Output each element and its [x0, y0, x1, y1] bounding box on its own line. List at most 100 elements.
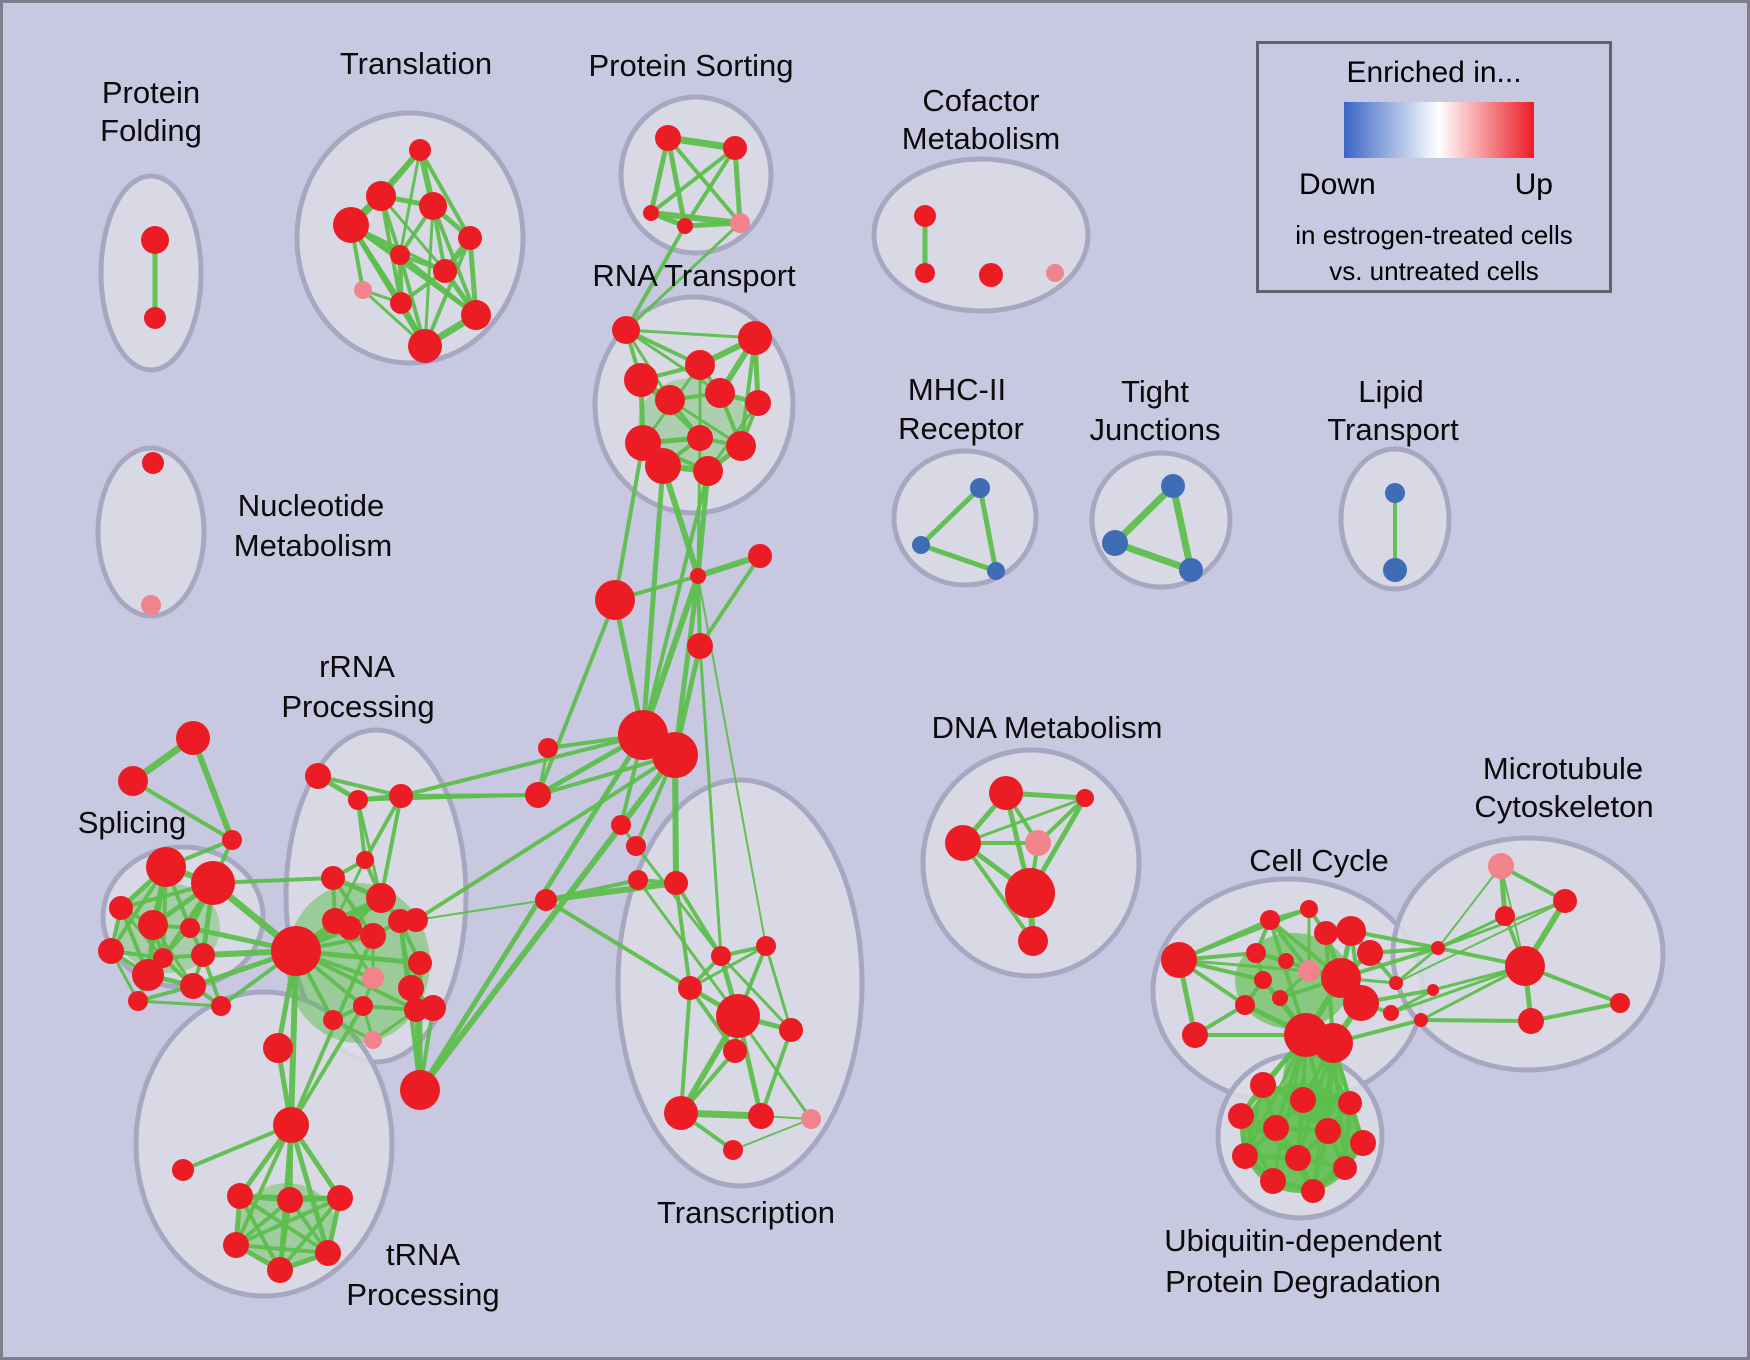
gene-set-node — [664, 871, 688, 895]
similarity-edge — [190, 735, 235, 843]
gene-set-node — [408, 329, 442, 363]
similarity-edge — [688, 944, 768, 990]
gene-set-node — [267, 1257, 293, 1283]
similarity-edge — [672, 573, 701, 758]
gene-set-node — [912, 536, 930, 554]
gene-set-node — [263, 1033, 293, 1063]
gene-set-node — [1343, 985, 1379, 1021]
gene-set-node — [723, 1039, 747, 1063]
similarity-edge — [1529, 1001, 1622, 1023]
gene-set-node — [1313, 1023, 1353, 1063]
cluster-label-microtubule-cytoskeleton: Microtubule — [1483, 751, 1643, 786]
similarity-edge — [1389, 964, 1527, 1015]
cluster-label-translation: Translation — [340, 46, 492, 81]
gene-set-node — [748, 544, 772, 568]
gene-set-node — [1336, 916, 1366, 946]
similarity-edge — [1177, 907, 1311, 962]
similarity-edge — [688, 986, 737, 1053]
similarity-edge — [1419, 1018, 1533, 1023]
cluster-label-nucleotide-metabolism: Metabolism — [234, 528, 393, 563]
cluster-label-microtubule-cytoskeleton: Cytoskeleton — [1474, 789, 1653, 824]
gene-set-node — [1314, 921, 1338, 945]
gene-set-node — [690, 568, 706, 584]
gene-set-node — [461, 300, 491, 330]
similarity-edge — [289, 1004, 365, 1127]
cluster-label-nucleotide-metabolism: Nucleotide — [238, 488, 384, 523]
gene-set-node — [1232, 1143, 1258, 1169]
gene-set-node — [655, 385, 685, 415]
cluster-label-trna-processing: tRNA — [386, 1237, 460, 1272]
gene-set-node — [1263, 1115, 1289, 1141]
gene-set-node — [1505, 946, 1545, 986]
similarity-edge — [764, 944, 793, 1032]
gene-set-node — [738, 321, 772, 355]
legend: Enriched in... Down Up in estrogen-treat… — [1256, 41, 1612, 293]
gene-set-node — [945, 825, 981, 861]
similarity-edge — [417, 752, 678, 1093]
similarity-edge — [234, 1196, 342, 1247]
similarity-edge — [732, 1118, 812, 1151]
gene-set-node — [211, 996, 231, 1016]
cluster-label-trna-processing: Processing — [346, 1277, 499, 1312]
cluster-label-splicing: Splicing — [78, 805, 187, 840]
gene-set-node — [1102, 530, 1128, 556]
similarity-edge — [634, 844, 723, 958]
gene-set-node — [360, 923, 386, 949]
cluster-label-rrna-processing: rRNA — [319, 649, 395, 684]
similarity-edge — [961, 841, 1035, 943]
gene-set-node — [779, 1018, 803, 1042]
similarity-edge — [316, 774, 403, 798]
gene-set-node — [1383, 558, 1407, 582]
gene-set-node — [138, 910, 168, 940]
gene-set-node — [323, 1010, 343, 1030]
similarity-edge — [624, 224, 687, 332]
cluster-ellipse-tight-junctions — [1089, 450, 1233, 590]
gene-set-node — [333, 207, 369, 243]
gene-set-node — [458, 226, 482, 250]
gene-set-node — [227, 1183, 253, 1209]
gene-set-node — [144, 307, 166, 329]
gene-set-node — [366, 883, 396, 913]
gene-set-node — [652, 732, 698, 778]
similarity-edge — [415, 899, 547, 921]
gene-set-node — [362, 967, 384, 989]
gene-set-node — [685, 350, 715, 380]
gene-set-node — [612, 316, 640, 344]
similarity-edge — [683, 146, 737, 228]
similarity-edge — [698, 554, 762, 648]
gene-set-node — [987, 562, 1005, 580]
gene-set-node — [191, 861, 235, 905]
similarity-edge — [613, 441, 645, 602]
gene-set-node — [1076, 789, 1094, 807]
gene-set-node — [354, 281, 372, 299]
gene-set-node — [1385, 483, 1405, 503]
similarity-edge — [399, 733, 645, 798]
similarity-edge — [674, 881, 723, 958]
gene-set-node — [191, 943, 215, 967]
gene-set-node — [1005, 868, 1055, 918]
similarity-edge — [641, 469, 710, 737]
gene-set-node — [1333, 1156, 1357, 1180]
gene-set-node — [271, 926, 321, 976]
gene-set-node — [1298, 960, 1320, 982]
gene-set-node — [273, 1107, 309, 1143]
similarity-edge — [759, 1028, 793, 1118]
legend-caption-line2: vs. untreated cells — [1329, 256, 1539, 286]
gene-set-node — [1278, 953, 1294, 969]
gene-set-node — [687, 425, 713, 451]
gene-set-node — [723, 136, 747, 160]
cluster-label-mhc-ii-receptor: MHC-II — [908, 372, 1006, 407]
gene-set-node — [1431, 941, 1445, 955]
similarity-edge — [660, 463, 701, 579]
cluster-label-protein-folding: Folding — [100, 113, 202, 148]
gene-set-node — [408, 951, 432, 975]
gene-set-node — [1018, 926, 1048, 956]
gene-set-node — [664, 1096, 698, 1130]
gene-set-node — [180, 973, 206, 999]
gene-set-node — [1246, 943, 1266, 963]
gene-set-node — [914, 205, 936, 227]
similarity-edge — [665, 135, 688, 229]
gene-set-node — [118, 766, 148, 796]
gene-set-node — [223, 1232, 249, 1258]
gene-set-node — [172, 1159, 194, 1181]
